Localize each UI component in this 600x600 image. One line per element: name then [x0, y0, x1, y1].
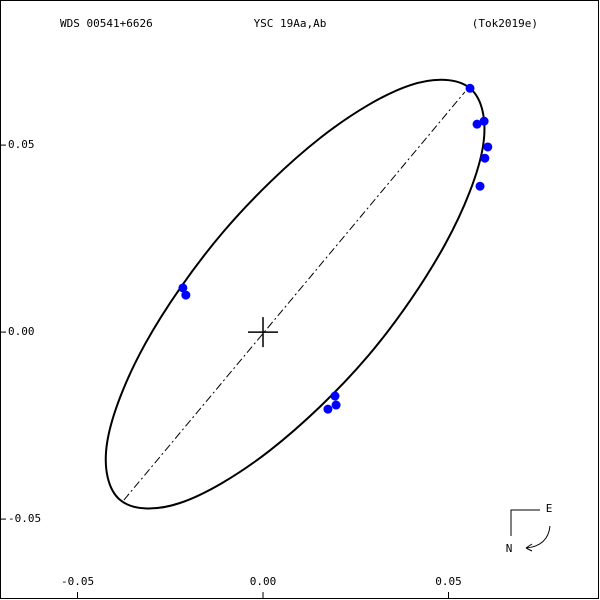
observation — [178, 283, 188, 293]
orbit — [104, 78, 486, 510]
y-tick-label: 0.00 — [8, 325, 35, 338]
observation — [331, 400, 341, 410]
observation — [483, 142, 493, 152]
compass-east: E — [546, 502, 553, 515]
compass-arrowhead — [525, 543, 533, 552]
observation — [479, 116, 489, 126]
observation — [472, 119, 482, 129]
observation — [181, 290, 191, 300]
compass-north: N — [506, 542, 513, 555]
observation — [330, 391, 340, 401]
observation — [475, 181, 485, 191]
observation — [323, 404, 333, 414]
y-tick-label: -0.05 — [8, 512, 41, 525]
y-tick-label: 0.05 — [8, 138, 35, 151]
title-right: (Tok2019e) — [472, 17, 538, 30]
compass-axes — [510, 509, 540, 536]
x-tick-label: 0.00 — [250, 575, 277, 588]
line-of-nodes — [123, 91, 466, 501]
title-center: YSC 19Aa,Ab — [254, 17, 327, 30]
observation — [465, 83, 475, 93]
primary-star — [248, 317, 279, 348]
x-tick-label: -0.05 — [61, 575, 94, 588]
compass-arrow — [525, 525, 551, 549]
title-left: WDS 00541+6626 — [60, 17, 153, 30]
x-tick-label: 0.05 — [435, 575, 462, 588]
observation — [480, 153, 490, 163]
